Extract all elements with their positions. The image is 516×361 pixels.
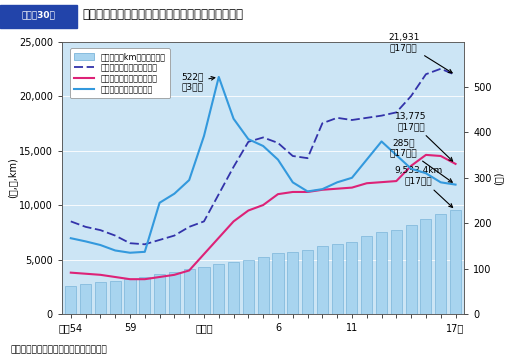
Bar	[124, 279, 136, 314]
Bar	[65, 286, 76, 314]
Text: 285人
（17年）: 285人 （17年）	[390, 138, 452, 182]
Text: 高速自動車国道等における交通事故発生状況の推移: 高速自動車国道等における交通事故発生状況の推移	[83, 8, 244, 21]
Bar	[272, 253, 283, 314]
Text: 522人
（3年）: 522人 （3年）	[181, 72, 215, 91]
Bar	[346, 242, 358, 314]
Bar	[302, 250, 313, 314]
Bar	[287, 252, 298, 314]
Bar	[332, 244, 343, 314]
Bar	[450, 210, 461, 314]
Y-axis label: (人): (人)	[493, 171, 503, 184]
Bar	[80, 283, 91, 314]
Bar	[257, 257, 269, 314]
Bar	[169, 271, 180, 314]
Bar	[376, 232, 387, 314]
Bar	[109, 281, 121, 314]
Text: 第１－30図: 第１－30図	[22, 10, 56, 19]
Text: 13,775
（17年）: 13,775 （17年）	[395, 112, 453, 161]
Y-axis label: (人,件,km): (人,件,km)	[8, 157, 18, 198]
Bar	[184, 269, 195, 314]
Bar	[213, 264, 224, 314]
Bar	[228, 262, 239, 314]
Bar	[317, 247, 328, 314]
FancyBboxPatch shape	[0, 5, 77, 28]
Bar	[391, 230, 402, 314]
Bar	[243, 260, 254, 314]
Legend: 供用延長（km）（左目盛）, 負傘者数（人）（左目盛）, 事故件数（件）（左目盛）, 死者数（人）（右目盛）: 供用延長（km）（左目盛）, 負傘者数（人）（左目盛）, 事故件数（件）（左目盛…	[70, 48, 170, 98]
Bar	[154, 274, 165, 314]
Bar	[421, 219, 431, 314]
Text: 9,533.4km
（17年）: 9,533.4km （17年）	[394, 166, 453, 208]
Bar	[435, 214, 446, 314]
Bar	[199, 267, 209, 314]
Bar	[95, 282, 106, 314]
Text: 21,931
（17年）: 21,931 （17年）	[388, 33, 452, 73]
Text: 注　警察庁及び国土交通省資料による。: 注 警察庁及び国土交通省資料による。	[10, 346, 107, 355]
Bar	[406, 225, 417, 314]
Bar	[139, 277, 150, 314]
Bar	[361, 236, 372, 314]
